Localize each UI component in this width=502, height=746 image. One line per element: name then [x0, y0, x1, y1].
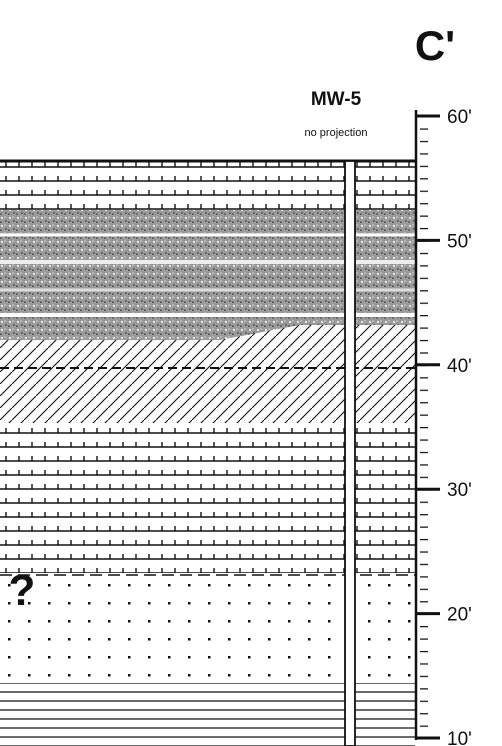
scale-label: 40' — [447, 356, 472, 377]
scale-label: 20' — [447, 605, 472, 626]
query-mark: ? — [9, 566, 36, 615]
well-note: no projection — [305, 127, 368, 139]
well-name: MW-5 — [311, 89, 362, 110]
scale-label: 30' — [447, 480, 472, 501]
well — [344, 160, 356, 746]
section-label: C' — [415, 22, 455, 69]
scale-label: 60' — [447, 107, 472, 128]
ruler — [414, 110, 430, 740]
scale-label: 50' — [447, 231, 472, 252]
scale-label: 10' — [447, 729, 472, 746]
